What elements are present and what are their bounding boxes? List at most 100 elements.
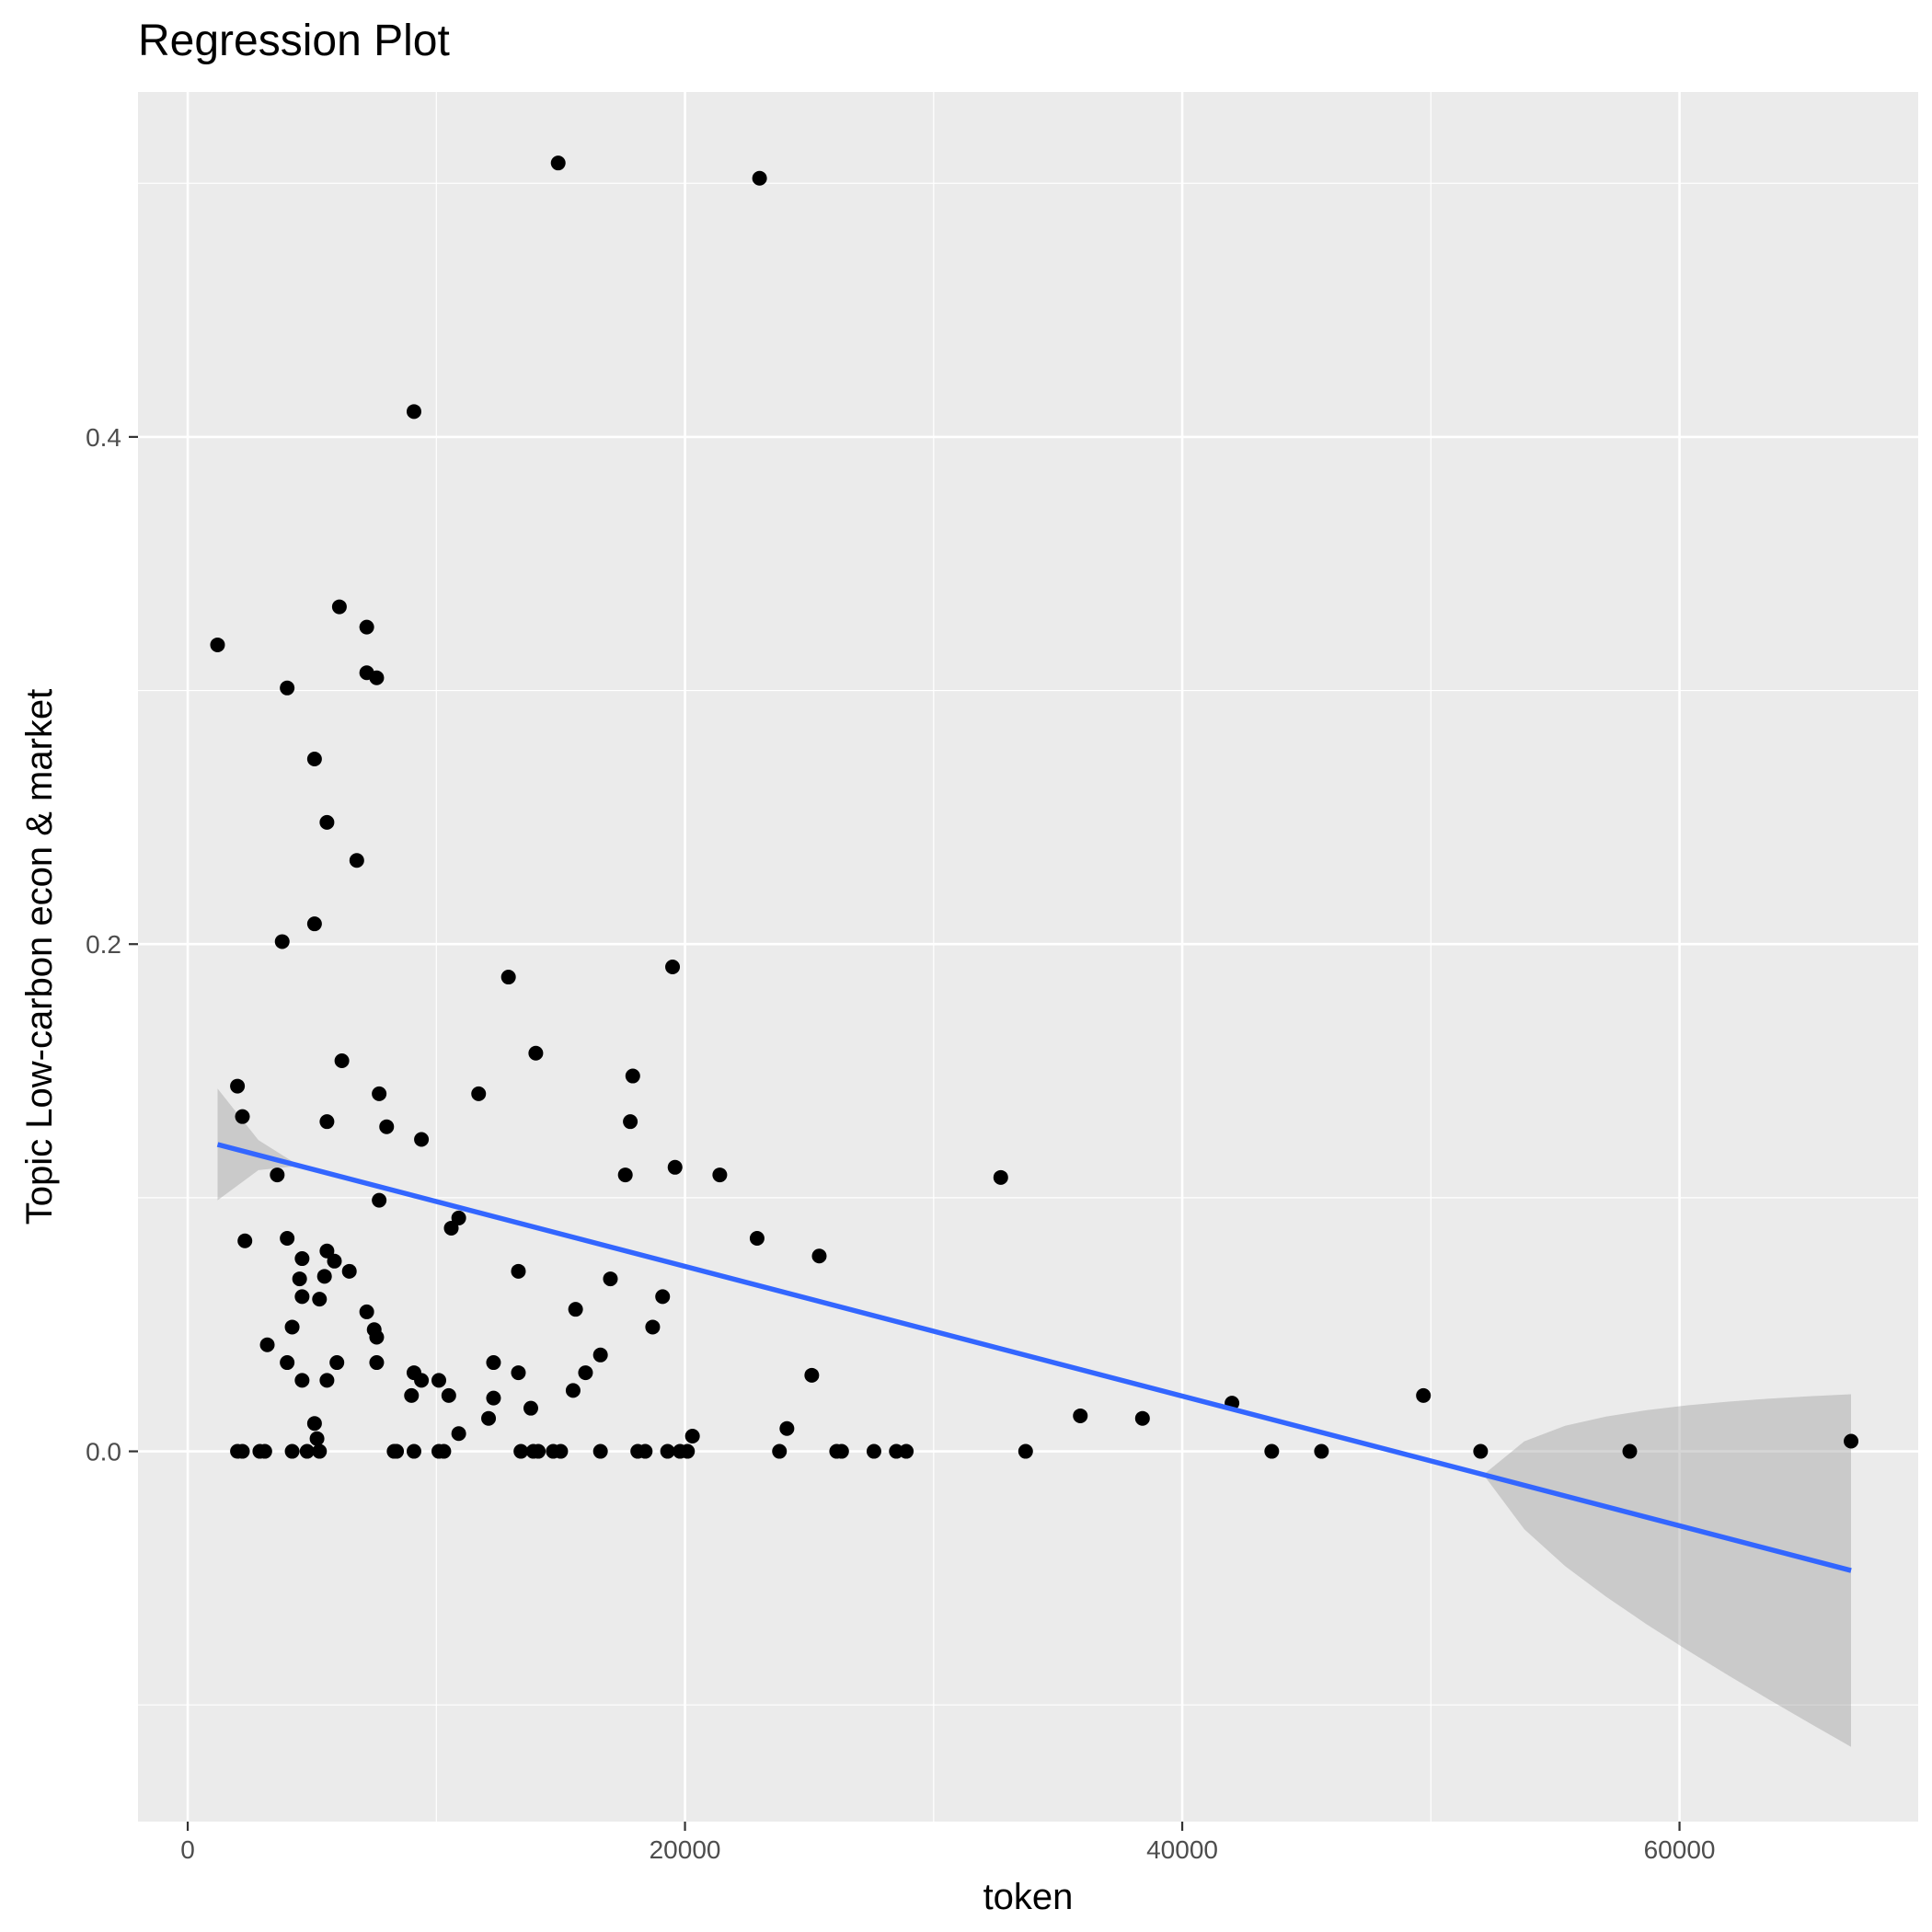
data-point [404,1387,420,1403]
x-tick-label: 60000 [1644,1835,1716,1864]
data-point [471,1086,487,1101]
data-point [280,1230,295,1246]
data-point [359,1304,374,1319]
data-point [486,1390,501,1406]
data-point [531,1443,546,1459]
regression-line [216,1142,1852,1573]
data-point [528,1045,544,1061]
data-point [294,1251,310,1267]
data-point [359,619,374,635]
data-point [638,1443,653,1459]
data-point [237,1233,253,1248]
data-point [280,1355,295,1371]
data-point [316,1269,332,1284]
data-point [406,1443,421,1459]
data-point [349,853,364,868]
major-gridlines [138,92,1918,1822]
data-point [481,1410,497,1426]
data-point [993,1169,1008,1185]
data-point [319,1114,335,1130]
data-point [309,1431,325,1446]
data-point [451,1426,466,1442]
data-point [210,637,225,652]
data-point [292,1271,307,1287]
data-point [299,1443,315,1459]
data-point [372,1192,387,1208]
data-point [436,1443,452,1459]
data-point [660,1443,675,1459]
data-point [486,1355,501,1371]
data-point [306,916,322,932]
x-axis: 0 20000 40000 60000 [180,1822,1715,1864]
data-point [625,1068,640,1084]
data-point [568,1302,583,1317]
data-point [312,1443,328,1459]
data-point [617,1167,633,1183]
data-point [511,1365,526,1381]
data-point [369,1355,385,1371]
data-point [834,1443,849,1459]
data-point [319,814,335,830]
data-point [441,1387,456,1403]
chart-title: Regression Plot [138,17,450,65]
data-point [645,1319,661,1335]
data-point [284,1319,300,1335]
data-point [379,1119,395,1134]
data-point [294,1289,310,1305]
data-point [655,1289,671,1305]
data-point [1264,1443,1280,1459]
data-point [1134,1410,1150,1426]
x-tick-label: 0 [180,1835,195,1864]
data-point [329,1355,345,1371]
data-point [772,1443,788,1459]
data-point [341,1263,357,1279]
data-point [414,1373,430,1388]
data-point [511,1263,526,1279]
data-point [327,1253,342,1269]
data-point [274,934,290,949]
data-point [500,970,516,985]
data-point [623,1114,638,1130]
data-point [1018,1443,1033,1459]
x-axis-label: token [983,1877,1074,1917]
data-point [1622,1443,1638,1459]
data-point [451,1210,466,1225]
data-point [443,1220,459,1236]
data-point [259,1337,275,1352]
data-point [1844,1433,1859,1449]
data-point [369,670,385,685]
data-point [369,1329,385,1345]
data-point [578,1365,593,1381]
data-point [1473,1443,1489,1459]
data-point [431,1373,447,1388]
data-point [712,1167,728,1183]
data-point [667,1159,683,1175]
data-point [294,1373,310,1388]
data-point [680,1443,696,1459]
data-point [565,1383,581,1398]
data-point [665,960,681,975]
data-point [804,1367,820,1383]
data-point [306,751,322,766]
data-point [523,1400,538,1416]
y-tick-label: 0.0 [86,1438,121,1466]
y-tick-label: 0.4 [86,423,121,452]
data-point [389,1443,405,1459]
points-layer [210,155,1859,1459]
data-point [312,1292,328,1307]
data-point [270,1167,285,1183]
data-point [406,404,421,420]
data-point [280,680,295,696]
data-point [779,1420,795,1436]
data-point [235,1443,250,1459]
data-point [752,170,767,186]
data-point [319,1373,335,1388]
minor-gridlines [138,92,1918,1822]
data-point [550,155,566,171]
x-tick-label: 20000 [650,1835,721,1864]
regression-line-layer [216,1142,1852,1573]
y-axis-label: Topic Low-carbon econ & market [19,689,60,1225]
data-point [899,1443,914,1459]
